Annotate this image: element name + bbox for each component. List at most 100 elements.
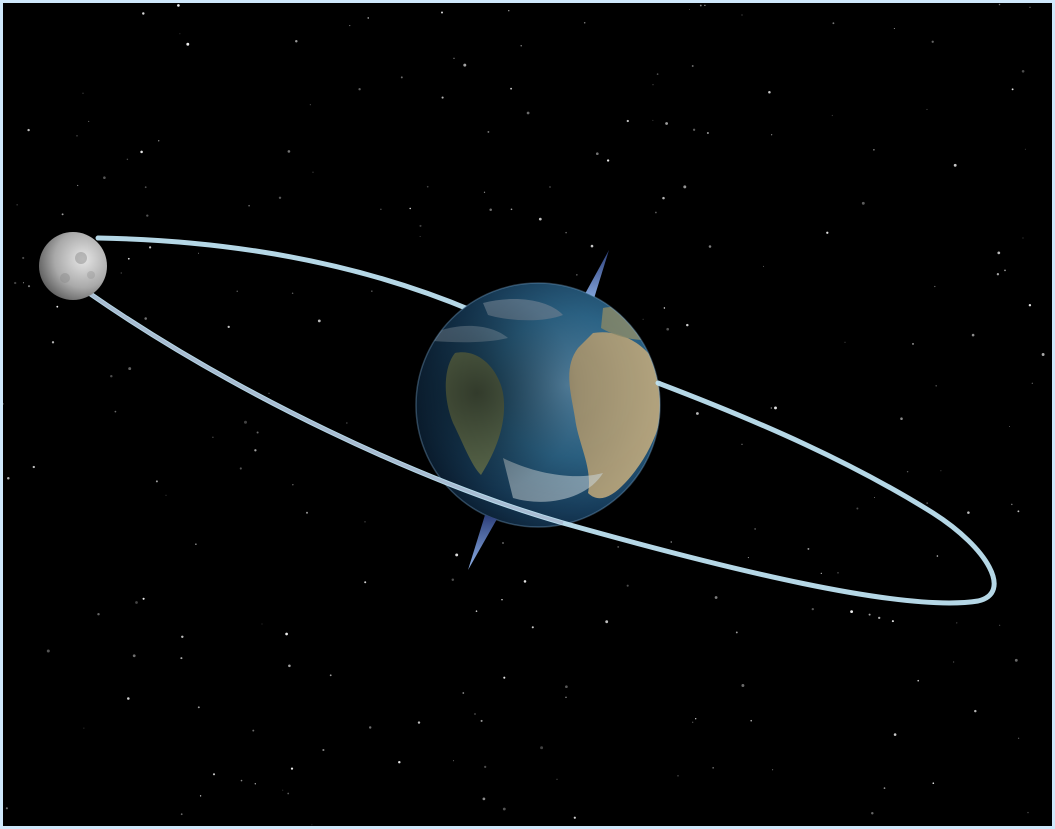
star xyxy=(1017,737,1020,739)
star xyxy=(891,620,894,623)
star xyxy=(76,135,78,137)
star xyxy=(917,679,920,682)
star xyxy=(451,578,455,582)
star xyxy=(741,14,743,16)
star xyxy=(144,317,147,320)
star xyxy=(1022,237,1024,239)
star xyxy=(926,108,928,110)
star xyxy=(484,765,487,769)
star xyxy=(419,224,422,227)
star xyxy=(936,555,939,557)
star xyxy=(179,33,181,35)
star xyxy=(1017,510,1020,513)
star xyxy=(626,584,629,587)
star xyxy=(540,746,544,750)
star xyxy=(662,196,665,200)
star xyxy=(735,631,738,634)
star xyxy=(699,4,702,7)
star xyxy=(974,709,977,713)
star xyxy=(573,816,576,819)
star xyxy=(712,767,714,769)
star xyxy=(1029,6,1031,8)
star xyxy=(287,150,291,153)
star xyxy=(1004,269,1006,272)
star xyxy=(502,807,506,811)
star xyxy=(82,92,84,94)
star xyxy=(417,721,421,724)
star xyxy=(510,208,513,211)
star xyxy=(165,494,167,496)
star xyxy=(1021,69,1025,73)
star xyxy=(556,778,558,780)
star xyxy=(590,244,594,248)
moon xyxy=(39,232,107,300)
star xyxy=(856,507,859,510)
star xyxy=(181,635,184,639)
star xyxy=(714,596,718,599)
star xyxy=(997,251,1001,255)
star xyxy=(127,697,130,700)
star xyxy=(501,599,503,601)
star xyxy=(642,318,644,320)
star xyxy=(510,87,513,90)
star xyxy=(419,236,421,238)
star xyxy=(677,775,679,777)
star xyxy=(772,769,774,771)
star xyxy=(893,28,895,30)
star xyxy=(932,782,935,785)
star xyxy=(874,496,875,498)
star xyxy=(487,130,490,133)
star xyxy=(88,120,90,122)
star xyxy=(549,186,551,188)
star xyxy=(142,597,145,600)
star xyxy=(177,4,180,7)
star xyxy=(666,327,670,331)
star xyxy=(931,40,934,43)
star xyxy=(692,128,696,131)
star xyxy=(46,649,50,653)
star xyxy=(934,285,936,288)
orbit-path-back xyxy=(95,235,476,314)
star xyxy=(295,40,298,43)
star xyxy=(22,256,25,260)
star xyxy=(747,557,749,559)
star xyxy=(186,42,190,46)
star xyxy=(1011,503,1013,506)
star xyxy=(652,84,654,86)
star xyxy=(1031,382,1033,384)
star xyxy=(27,128,30,132)
star xyxy=(826,231,829,234)
star xyxy=(195,543,197,545)
star xyxy=(508,10,510,12)
space-scene xyxy=(3,3,1045,826)
star xyxy=(655,211,657,214)
star xyxy=(665,122,668,125)
star xyxy=(502,542,504,544)
star xyxy=(329,674,332,677)
star xyxy=(51,341,55,344)
star xyxy=(426,185,429,188)
star xyxy=(368,726,372,729)
star xyxy=(696,412,699,415)
star xyxy=(22,282,25,284)
star xyxy=(771,134,773,136)
star xyxy=(689,8,690,10)
star xyxy=(520,45,522,47)
star xyxy=(617,545,620,548)
star xyxy=(367,17,369,19)
star xyxy=(741,684,745,687)
star xyxy=(576,274,578,276)
star xyxy=(762,265,764,267)
star xyxy=(358,88,361,91)
star xyxy=(861,201,865,205)
star xyxy=(565,696,567,698)
star xyxy=(287,792,290,795)
star xyxy=(595,152,599,156)
star xyxy=(371,290,373,292)
star xyxy=(741,443,743,445)
star xyxy=(531,626,534,629)
star xyxy=(7,477,10,480)
star xyxy=(146,214,149,217)
star xyxy=(605,620,609,624)
